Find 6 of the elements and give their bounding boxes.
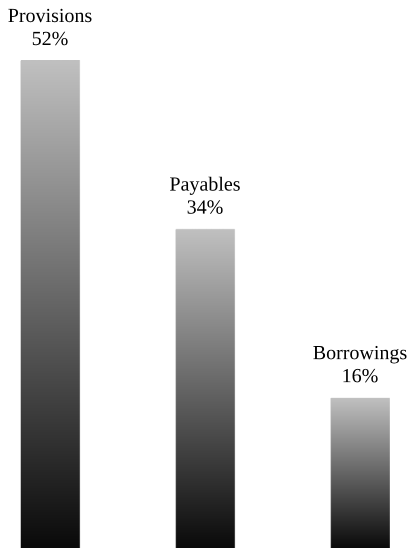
x-tick-label: Provisions (8, 8, 92, 22)
x-tick-label: Borrowings (313, 346, 406, 364)
x-tick-label: Payables (170, 176, 240, 195)
data-label: 16% (343, 368, 378, 382)
data-label: 34% (188, 200, 223, 214)
data-label: 52% (32, 32, 68, 46)
